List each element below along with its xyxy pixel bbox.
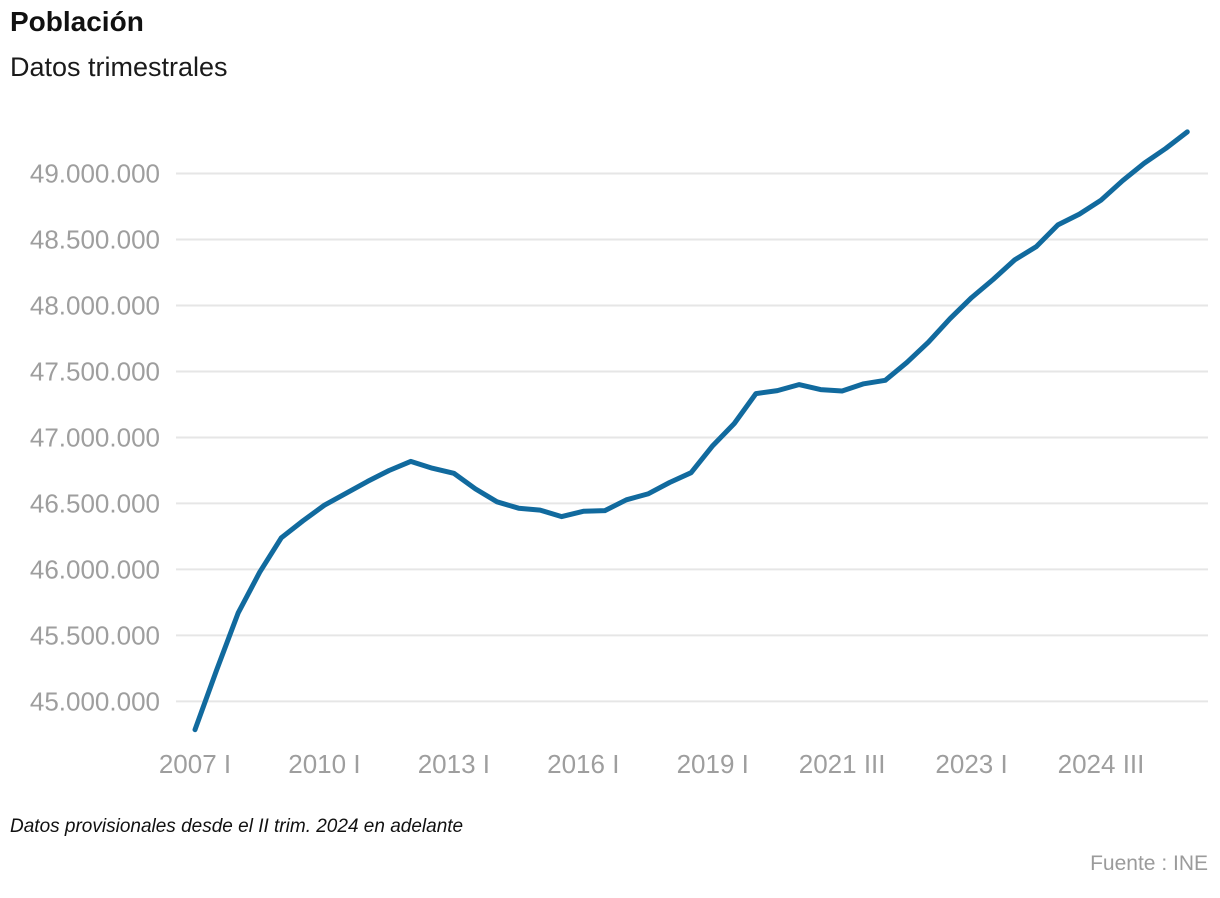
x-axis-tick-label: 2019 I — [677, 749, 749, 779]
y-axis-tick-label: 46.500.000 — [30, 488, 160, 518]
y-axis-tick-label: 47.500.000 — [30, 356, 160, 386]
x-axis-tick-label: 2016 I — [547, 749, 619, 779]
x-axis-tick-label: 2023 I — [935, 749, 1007, 779]
x-axis-tick-label: 2024 III — [1058, 749, 1145, 779]
y-axis-tick-label: 48.500.000 — [30, 225, 160, 255]
y-axis-tick-label: 45.500.000 — [30, 620, 160, 650]
x-axis-tick-label: 2021 III — [799, 749, 886, 779]
y-axis-tick-label: 46.000.000 — [30, 554, 160, 584]
population-data-line — [192, 129, 1190, 733]
y-axis-tick-label: 48.000.000 — [30, 290, 160, 320]
chart-subtitle: Datos trimestrales — [10, 52, 228, 82]
y-axis-tick-label: 47.000.000 — [30, 422, 160, 452]
x-axis-tick-label: 2010 I — [288, 749, 360, 779]
chart-title: Población — [10, 6, 144, 37]
x-axis-tick-label: 2013 I — [418, 749, 490, 779]
y-axis-tick-label: 45.000.000 — [30, 686, 160, 716]
source-credit: Fuente : INE — [1090, 852, 1208, 875]
provisional-data-note: Datos provisionales desde el II trim. 20… — [10, 816, 464, 837]
y-axis-tick-label: 49.000.000 — [30, 159, 160, 189]
x-axis-tick-label: 2007 I — [159, 749, 231, 779]
